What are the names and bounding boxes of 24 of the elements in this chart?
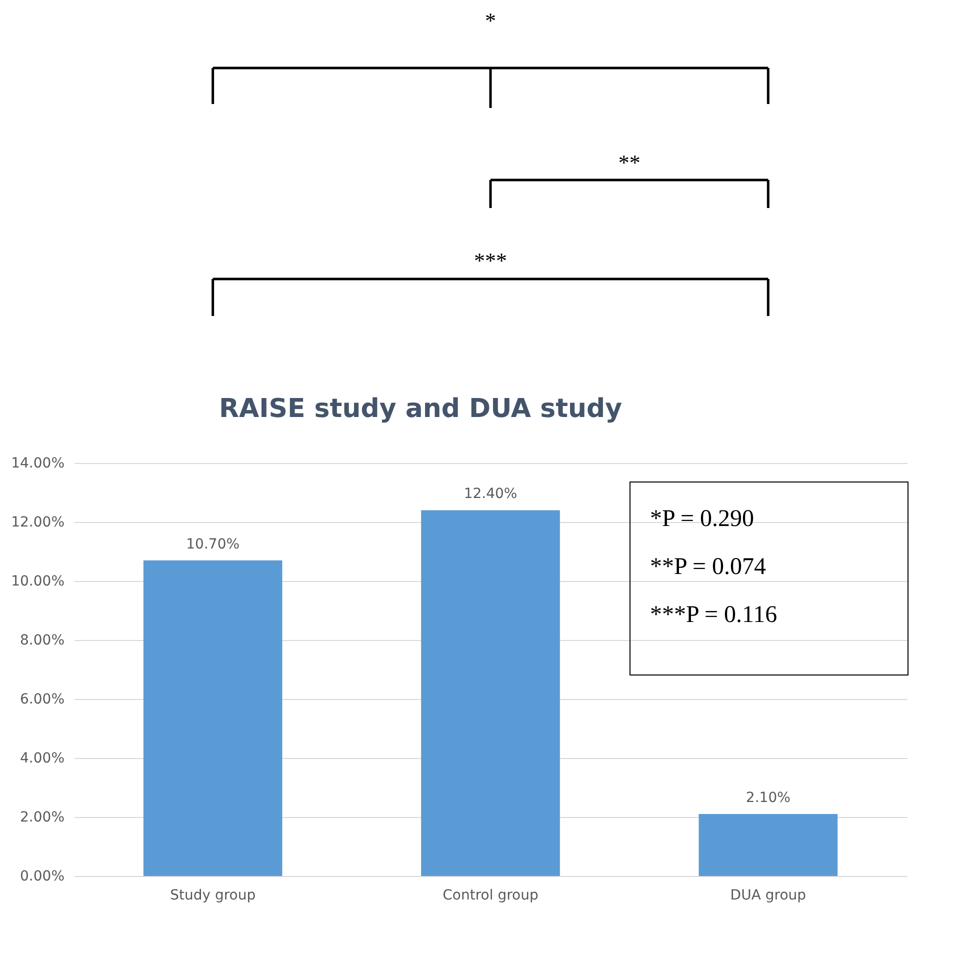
data-label: 2.10% [746, 790, 790, 806]
x-tick-label: DUA group [730, 888, 806, 904]
bar [143, 560, 282, 876]
annotation: *P = 0.290 [650, 506, 754, 532]
text: * [485, 8, 496, 33]
text: ** [618, 150, 640, 175]
chart-title: RAISE study and DUA study [218, 394, 622, 424]
x-tick-label: Study group [170, 888, 256, 904]
y-tick-label: 6.00% [20, 692, 64, 708]
y-tick-label: 8.00% [20, 632, 64, 648]
y-tick-label: 0.00% [20, 868, 64, 884]
y-tick-label: 12.00% [11, 514, 64, 530]
data-label: 12.40% [464, 486, 518, 502]
y-tick-label: 14.00% [11, 456, 64, 472]
bar [698, 814, 838, 876]
annotation: **P = 0.074 [650, 554, 766, 580]
y-tick-label: 4.00% [20, 750, 64, 766]
annotation: ***P = 0.116 [650, 602, 778, 628]
text: *** [474, 248, 507, 273]
y-tick-label: 2.00% [20, 810, 64, 826]
data-label: 10.70% [186, 536, 240, 552]
y-tick-label: 10.00% [11, 574, 64, 590]
bar [421, 510, 560, 876]
x-tick-label: Control group [442, 888, 538, 904]
